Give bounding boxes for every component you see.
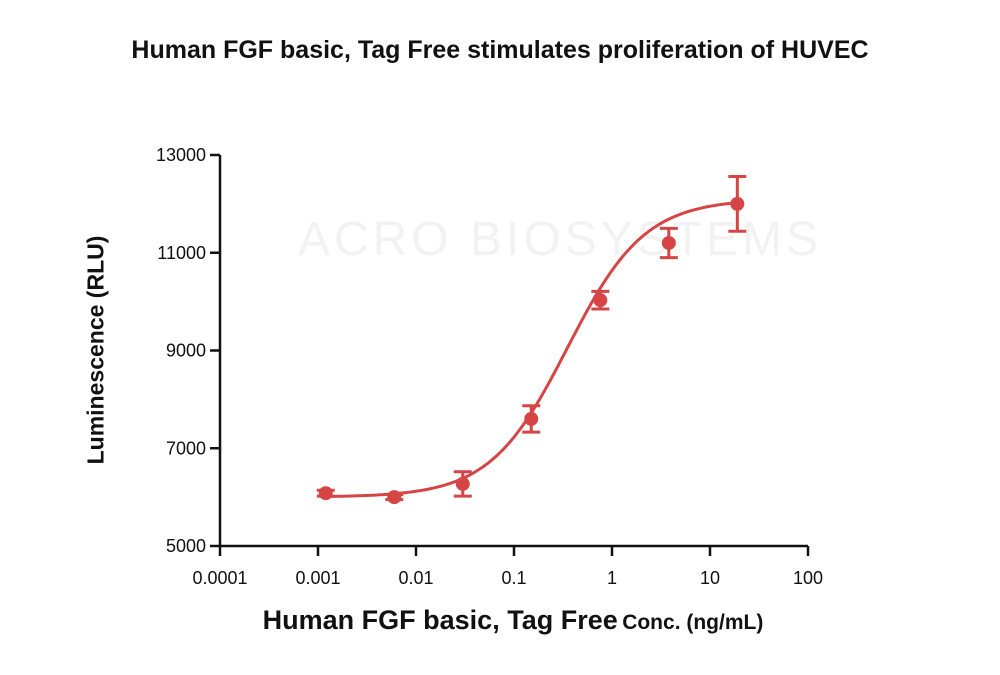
y-tick-label: 13000: [156, 145, 206, 165]
x-axis-label-unit: Conc. (ng/mL): [622, 611, 764, 634]
x-tick-label: 100: [793, 568, 823, 588]
data-point: [318, 486, 333, 501]
data-point: [661, 235, 676, 250]
y-tick-label: 11000: [157, 243, 206, 263]
data-point: [455, 476, 470, 491]
x-axis-label: Human FGF basic, Tag Free Conc. (ng/mL): [0, 605, 1000, 636]
data-point: [730, 196, 745, 211]
watermark: ACRO BIOSYSTEMS: [298, 213, 822, 266]
x-axis-label-main: Human FGF basic, Tag Free: [262, 605, 618, 635]
chart-title: Human FGF basic, Tag Free stimulates pro…: [131, 36, 869, 64]
x-tick-label: 10: [700, 568, 720, 588]
x-tick-label: 0.0001: [192, 568, 247, 588]
x-tick-label: 0.1: [501, 568, 526, 588]
x-tick-label: 1: [607, 568, 617, 588]
y-tick-label: 9000: [166, 341, 206, 361]
data-point: [593, 293, 608, 308]
data-point: [387, 490, 402, 505]
y-tick-label: 7000: [166, 438, 206, 458]
x-tick-label: 0.01: [398, 568, 433, 588]
data-point: [524, 411, 539, 426]
x-tick-label: 0.001: [295, 568, 340, 588]
y-tick-label: 5000: [166, 536, 206, 556]
